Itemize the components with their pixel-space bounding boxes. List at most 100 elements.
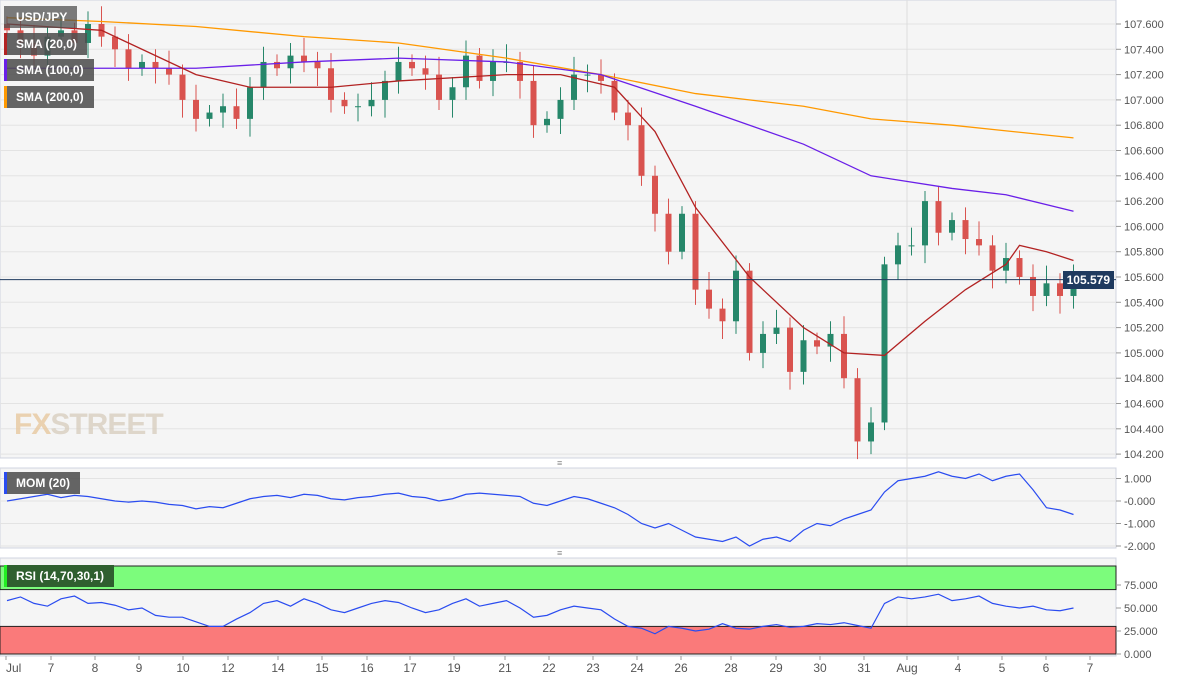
y-tick-label: 105.000 — [1124, 348, 1164, 360]
x-tick-label: 23 — [586, 661, 600, 675]
rsi-oversold-zone — [0, 625, 1117, 655]
legend-symbol[interactable]: USD/JPY — [4, 6, 78, 28]
candle-bearish — [611, 80, 618, 113]
candle-bearish — [638, 125, 645, 176]
x-tick-label: 7 — [48, 661, 55, 675]
symbol-label: USD/JPY — [16, 10, 68, 24]
candle-bullish — [760, 333, 766, 353]
x-tick-label: 30 — [813, 661, 827, 675]
candle-bearish — [1057, 283, 1063, 296]
x-tick-label: Aug — [896, 661, 917, 675]
candle-bullish — [490, 61, 496, 81]
y-tick-label: 106.800 — [1124, 120, 1164, 132]
candle-bullish — [922, 201, 928, 246]
candle-bullish — [449, 87, 456, 100]
pane-resize-handle: ≡ — [557, 548, 562, 558]
candle-bearish — [652, 175, 658, 214]
candle-bearish — [301, 55, 307, 62]
x-tick-label: 17 — [403, 661, 417, 675]
y-tick-label: 106.200 — [1124, 196, 1164, 208]
candle-bearish — [125, 49, 132, 69]
y-tick-label: 104.600 — [1124, 399, 1164, 411]
x-tick-label: 28 — [724, 661, 738, 675]
mom-y-tick-label: -0.000 — [1124, 496, 1155, 508]
logo-part2: STREET — [50, 408, 163, 441]
legend-sma20[interactable]: SMA (20,0) — [4, 33, 87, 55]
x-tick-label: 4 — [955, 661, 962, 675]
legend-rsi[interactable]: RSI (14,70,30,1) — [4, 565, 115, 587]
y-tick-label: 106.400 — [1124, 171, 1164, 183]
y-tick-label: 105.400 — [1124, 297, 1164, 309]
candle-bullish — [287, 55, 294, 69]
y-tick-label: 107.600 — [1124, 19, 1164, 31]
candle-bearish — [436, 74, 442, 100]
candle-bearish — [746, 270, 753, 353]
x-tick-label: 26 — [674, 661, 688, 675]
legend-mom[interactable]: MOM (20) — [4, 472, 80, 494]
legend-sma200[interactable]: SMA (200,0) — [4, 86, 94, 108]
legend-sma100[interactable]: SMA (100,0) — [4, 59, 94, 81]
candle-bullish — [463, 55, 469, 88]
y-tick-label: 105.600 — [1124, 272, 1164, 284]
candle-bullish — [206, 112, 213, 119]
candle-bearish — [625, 112, 631, 126]
candle-bullish — [679, 213, 685, 252]
candle-bearish — [976, 239, 982, 246]
y-tick-label: 104.400 — [1124, 424, 1164, 436]
candle-bullish — [382, 80, 388, 100]
x-tick-label: Jul — [6, 661, 21, 675]
candle-bearish — [962, 220, 969, 240]
candle-bearish — [1030, 277, 1036, 296]
candle-bearish — [193, 99, 199, 119]
y-tick-label: 104.200 — [1124, 449, 1164, 461]
x-tick-label: 12 — [221, 661, 235, 675]
candle-bullish — [773, 327, 780, 334]
x-tick-label: 24 — [630, 661, 644, 675]
y-tick-label: 105.800 — [1124, 247, 1164, 259]
candle-bullish — [584, 74, 591, 76]
x-tick-label: 15 — [315, 661, 329, 675]
x-tick-label: 14 — [271, 661, 285, 675]
pane-0 — [0, 0, 1117, 459]
pane-1 — [0, 467, 1117, 549]
y-tick-label: 107.000 — [1124, 95, 1164, 107]
rsi-y-tick-label: 50.000 — [1124, 603, 1158, 615]
sma100-label: SMA (100,0) — [16, 63, 84, 77]
candle-bullish — [395, 61, 402, 81]
sma200-line — [6, 17, 1074, 139]
x-tick-label: 22 — [542, 661, 556, 675]
x-tick-label: 6 — [1043, 661, 1050, 675]
candle-bearish — [1016, 258, 1023, 277]
x-tick-label: 31 — [857, 661, 871, 675]
sma100-color-icon — [4, 59, 7, 81]
candle-bearish — [314, 61, 321, 69]
candle-bearish — [841, 333, 847, 379]
rsi-label: RSI (14,70,30,1) — [16, 569, 105, 583]
candle-bearish — [665, 213, 672, 252]
rsi-y-tick-label: 25.000 — [1124, 626, 1158, 638]
sma20-label: SMA (20,0) — [16, 37, 77, 51]
y-tick-label: 105.200 — [1124, 323, 1164, 335]
rsi-color-icon — [4, 565, 7, 587]
x-tick-label: 8 — [92, 661, 99, 675]
sma100-line — [7, 57, 1074, 212]
mom-line — [6, 471, 1074, 547]
mom-color-icon — [4, 472, 7, 494]
candle-bearish — [814, 340, 820, 347]
rsi-line — [6, 593, 1074, 635]
candle-bearish — [530, 80, 537, 126]
candle-bearish — [854, 378, 861, 442]
candle-bullish — [800, 340, 807, 372]
candle-bearish — [328, 68, 334, 100]
candle-bearish — [166, 68, 172, 75]
candle-bullish — [220, 106, 226, 113]
mom-y-tick-label: -1.000 — [1124, 519, 1155, 531]
x-tick-label: 29 — [769, 661, 783, 675]
x-tick-label: 19 — [447, 661, 461, 675]
rsi-y-tick-label: 0.000 — [1124, 649, 1152, 661]
candle-bullish — [544, 118, 550, 126]
x-tick-label: 9 — [136, 661, 143, 675]
candle-bearish — [233, 106, 240, 119]
